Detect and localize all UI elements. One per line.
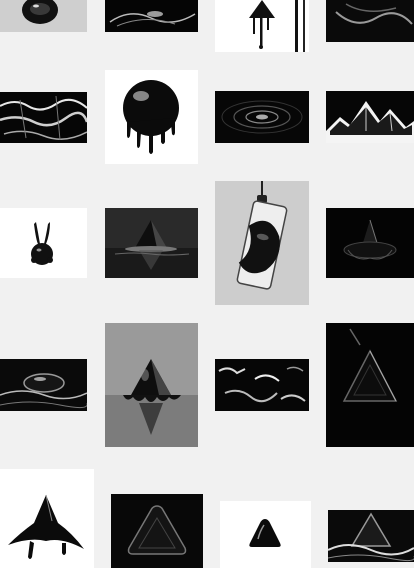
liquid-spike-drop-image: [0, 469, 94, 568]
gallery-tile-pyramid-reflection[interactable]: [105, 323, 198, 447]
gallery-tile-ink-drop-disc[interactable]: [0, 0, 87, 32]
ink-ripple-splash-image: [105, 0, 198, 32]
liquid-cone-reflection-image: [105, 208, 198, 278]
ferrofluid-spike-image: [326, 208, 414, 278]
gallery-tile-ripple-rings[interactable]: [215, 91, 309, 143]
ink-wave-image: [0, 359, 87, 411]
gallery-tile-liquid-ripples-shine[interactable]: [215, 359, 309, 411]
gallery-tile-liquid-swirl[interactable]: [326, 0, 414, 42]
glossy-triangle-dark-image: [326, 323, 414, 447]
gallery-tile-ink-ripple-splash[interactable]: [105, 0, 198, 32]
gallery-tile-dripping-sphere[interactable]: [105, 70, 198, 164]
gallery-tile-liquid-mountains[interactable]: [326, 91, 414, 143]
small-glossy-triangle-image: [220, 501, 311, 568]
gallery-tile-small-glossy-triangle[interactable]: [220, 501, 311, 568]
gallery-tile-ink-wave[interactable]: [0, 359, 87, 411]
gallery-tile-water-caustics[interactable]: [0, 92, 87, 143]
gallery-tile-dripping-pyramid[interactable]: [215, 0, 309, 52]
water-caustics-image: [0, 92, 87, 143]
rounded-triangle-glow-image: [111, 494, 203, 568]
gallery-tile-glossy-triangle-dark[interactable]: [326, 323, 414, 447]
gallery-tile-liquid-triangle-wave[interactable]: [328, 510, 414, 562]
ink-drop-disc-image: [0, 0, 87, 32]
gallery-tile-liquid-in-phone[interactable]: [215, 181, 309, 305]
liquid-mountains-image: [326, 91, 414, 143]
gallery-tile-ferrofluid-spike[interactable]: [326, 208, 414, 278]
liquid-in-phone-image: [215, 181, 309, 305]
dripping-sphere-image: [105, 70, 198, 164]
dripping-pyramid-image: [215, 0, 309, 52]
gallery-tile-ferrofluid-bunny[interactable]: [0, 208, 87, 278]
gallery-tile-rounded-triangle-glow[interactable]: [111, 494, 203, 568]
ripple-rings-image: [215, 91, 309, 143]
pyramid-reflection-image: [105, 323, 198, 447]
liquid-swirl-image: [326, 0, 414, 42]
liquid-ripples-shine-image: [215, 359, 309, 411]
gallery-tile-liquid-spike-drop[interactable]: [0, 469, 94, 568]
ferrofluid-bunny-image: [0, 208, 87, 278]
liquid-triangle-wave-image: [328, 510, 414, 562]
gallery-tile-liquid-cone-reflection[interactable]: [105, 208, 198, 278]
